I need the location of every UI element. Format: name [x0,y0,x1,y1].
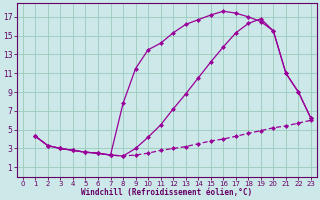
X-axis label: Windchill (Refroidissement éolien,°C): Windchill (Refroidissement éolien,°C) [81,188,252,197]
